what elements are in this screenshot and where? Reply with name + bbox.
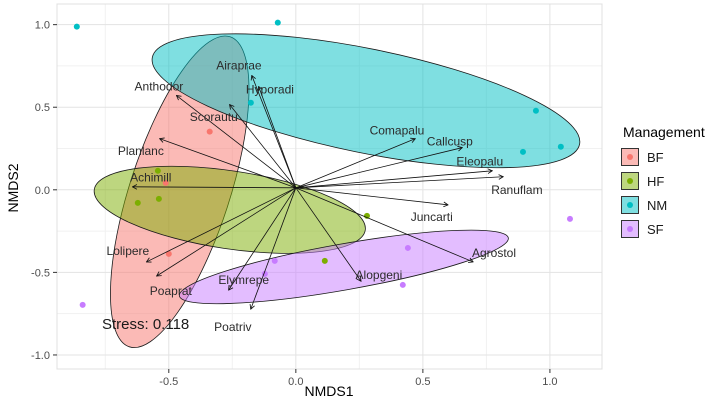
species-label-elymrepe: Elymrepe	[218, 273, 269, 287]
species-label-planlanc: Planlanc	[118, 144, 164, 158]
y-tick-label: -1.0	[31, 350, 50, 362]
legend-item-nm: NM	[621, 196, 705, 214]
species-arrow-elymrepe	[229, 187, 297, 290]
species-arrow-comapalu	[295, 139, 415, 189]
site-point-nm	[247, 99, 254, 106]
species-label-alopgeni: Alopgeni	[356, 268, 403, 282]
species-label-comapalu: Comapalu	[370, 124, 425, 138]
species-arrow-lolipere	[147, 187, 297, 262]
legend-dot-nm	[627, 202, 633, 208]
species-arrow-anthodor	[177, 96, 297, 189]
site-point-sf	[79, 301, 86, 308]
species-label-airaprae: Airaprae	[216, 59, 262, 73]
legend-dot-hf	[627, 178, 633, 184]
legend-dot-sf	[627, 226, 633, 232]
legend-swatch-bf	[621, 148, 639, 166]
site-point-hf	[154, 167, 161, 174]
stress-annotation: Stress: 0.118	[102, 316, 190, 333]
x-tick-label: 0.5	[415, 376, 430, 388]
site-point-hf	[155, 195, 162, 202]
legend-title: Management	[623, 124, 705, 140]
legend-swatch-nm	[621, 196, 639, 214]
legend-item-sf: SF	[621, 220, 705, 238]
site-point-sf	[399, 281, 406, 288]
site-point-nm	[532, 107, 539, 114]
species-arrow-eleopalu	[295, 171, 492, 189]
site-point-sf	[404, 244, 411, 251]
species-label-poaprat: Poaprat	[150, 284, 193, 298]
site-point-sf	[566, 215, 573, 222]
site-point-hf	[134, 199, 141, 206]
site-point-nm	[557, 143, 564, 150]
species-label-hyporadi: Hyporadi	[246, 83, 294, 97]
panel-border	[56, 3, 603, 370]
species-label-eleopalu: Eleopalu	[456, 155, 503, 169]
species-label-lolipere: Lolipere	[107, 244, 150, 258]
site-point-bf	[206, 128, 213, 135]
site-point-hf	[321, 257, 328, 264]
species-arrow-callcusp	[295, 148, 462, 189]
species-label-scorautu: Scorautu	[190, 110, 238, 124]
species-arrow-agrostol	[295, 187, 473, 262]
legend: Management BF HF NM SF	[621, 124, 705, 244]
x-tick-label: 1.0	[542, 376, 557, 388]
species-arrow-planlanc	[160, 139, 296, 189]
site-point-bf	[162, 179, 169, 186]
legend-label-sf: SF	[647, 221, 664, 237]
site-point-sf	[271, 257, 278, 264]
species-label-ranuflam: Ranuflam	[491, 183, 542, 197]
species-label-juncarti: Juncarti	[411, 210, 453, 224]
species-arrow-scorautu	[230, 105, 297, 189]
legend-dot-bf	[627, 154, 633, 160]
group-ellipse-sf	[178, 229, 509, 305]
species-arrow-alopgeni	[295, 187, 361, 281]
x-tick-label: -0.5	[159, 376, 178, 388]
legend-label-hf: HF	[647, 173, 665, 189]
y-tick-label: 0.5	[35, 102, 50, 114]
site-point-hf	[363, 212, 370, 219]
species-arrow-achimill	[133, 187, 296, 188]
species-label-achimill: Achimill	[130, 171, 171, 185]
site-point-nm	[274, 19, 281, 26]
site-point-nm	[519, 148, 526, 155]
legend-label-nm: NM	[647, 197, 668, 213]
y-tick-label: 1.0	[35, 20, 50, 32]
species-label-anthodor: Anthodor	[135, 80, 184, 94]
legend-swatch-hf	[621, 172, 639, 190]
x-axis-title: NMDS1	[304, 383, 354, 399]
species-arrow-juncarti	[295, 187, 448, 205]
species-arrow-poatriv	[251, 187, 297, 309]
species-arrow-ranuflam	[295, 177, 503, 189]
legend-item-hf: HF	[621, 172, 705, 190]
species-label-callcusp: Callcusp	[427, 135, 473, 149]
legend-label-bf: BF	[647, 149, 664, 165]
y-tick-label: 0.0	[35, 185, 50, 197]
legend-swatch-sf	[621, 220, 639, 238]
y-tick-label: -0.5	[31, 267, 50, 279]
legend-item-bf: BF	[621, 148, 705, 166]
x-tick-label: 0.0	[288, 376, 303, 388]
y-axis-title: NMDS2	[5, 163, 21, 213]
species-label-agrostol: Agrostol	[472, 246, 516, 260]
group-ellipse-nm	[151, 33, 581, 169]
species-arrow-poaprat	[157, 187, 297, 276]
species-arrow-airaprae	[252, 76, 297, 188]
site-point-nm	[73, 23, 80, 30]
site-point-bf	[165, 250, 172, 257]
species-arrow-hyporadi	[259, 87, 297, 188]
species-label-poatriv: Poatriv	[214, 320, 251, 334]
